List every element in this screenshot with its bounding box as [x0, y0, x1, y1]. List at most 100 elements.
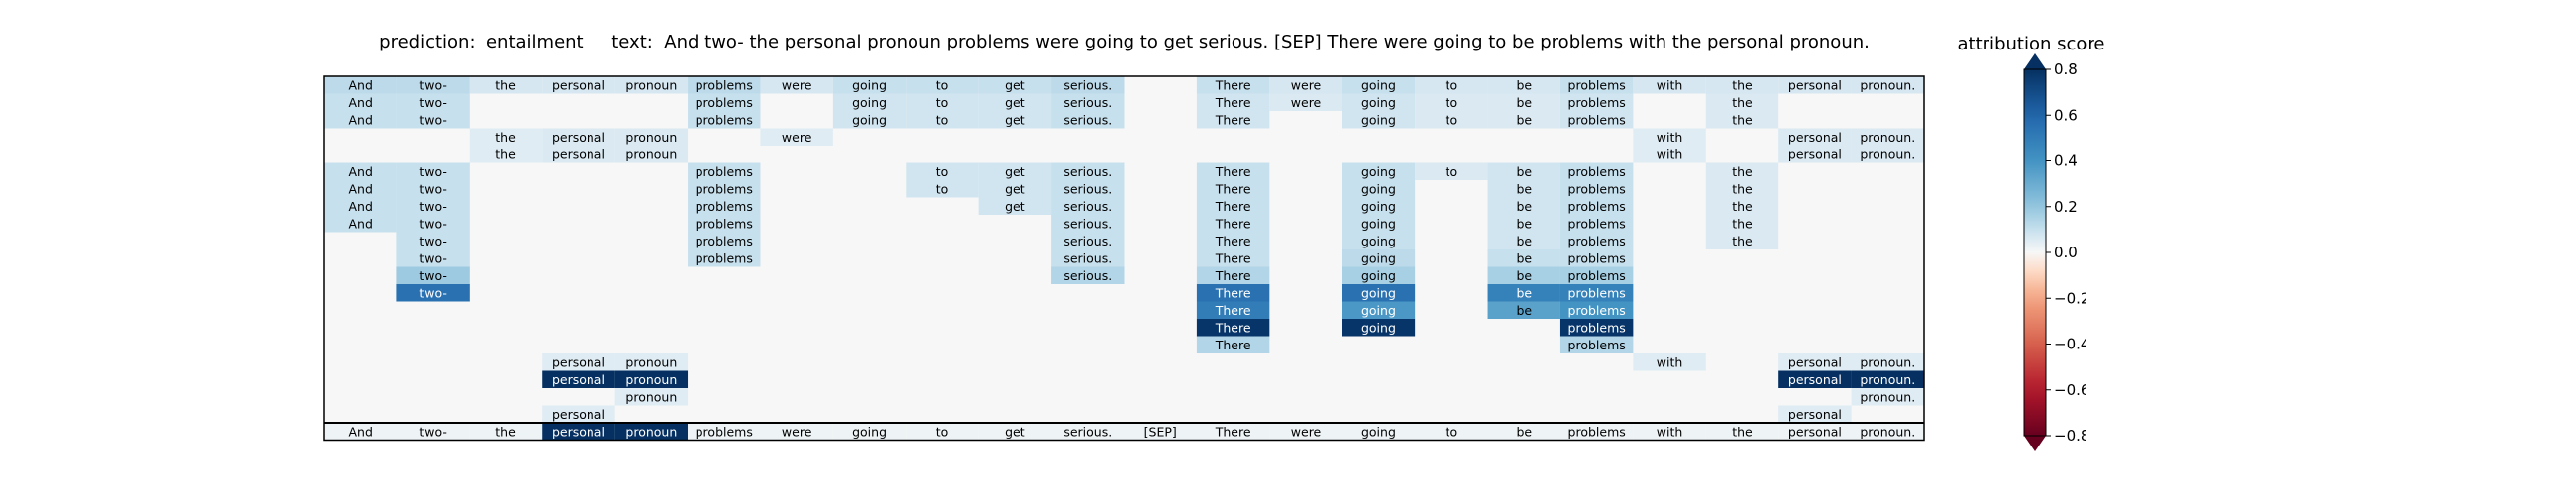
- attribution-cell: [1342, 215, 1416, 233]
- attribution-cell: [542, 405, 615, 423]
- attribution-token-label: problems: [696, 164, 753, 179]
- attribution-cell: [1051, 232, 1125, 249]
- input-token-cell: [1124, 423, 1197, 441]
- attribution-token-label: pronoun.: [1860, 77, 1915, 92]
- attribution-token-label: problems: [1568, 338, 1626, 352]
- attribution-cell: [396, 284, 470, 302]
- attribution-token-label: problems: [696, 250, 753, 265]
- attribution-token-label: There: [1215, 250, 1251, 265]
- attribution-cell: [396, 215, 470, 233]
- attribution-cell: [1559, 197, 1634, 215]
- attribution-cell: [1196, 301, 1270, 319]
- input-token-label: to: [936, 424, 949, 439]
- attribution-cell: [1778, 128, 1852, 146]
- attribution-cell: [324, 111, 397, 129]
- attribution-cell: [324, 215, 397, 233]
- input-token-label: were: [782, 424, 812, 439]
- colorbar-title: attribution score: [1957, 34, 2105, 54]
- attribution-cell: [1559, 215, 1634, 233]
- attribution-token-label: problems: [1568, 199, 1626, 214]
- colorbar-tick-label: 0.4: [2054, 152, 2078, 170]
- input-token-label: going: [852, 424, 887, 439]
- colorbar-gradient: [2024, 69, 2046, 436]
- attribution-cell: [1487, 284, 1560, 302]
- attribution-cell: [542, 76, 615, 94]
- attribution-cell: [1196, 93, 1270, 111]
- attribution-cell: [614, 128, 689, 146]
- input-token-cell: [688, 423, 761, 441]
- input-token-label: personal: [552, 424, 605, 439]
- attribution-cell: [1559, 301, 1634, 319]
- attribution-token-label: be: [1516, 303, 1532, 318]
- attribution-token-label: personal: [1788, 354, 1842, 369]
- attribution-token-label: And: [348, 95, 372, 110]
- attribution-cell: [1487, 111, 1560, 129]
- attribution-token-label: two-: [419, 164, 447, 179]
- attribution-cell: [1051, 162, 1125, 180]
- attribution-cell: [614, 76, 689, 94]
- attribution-token-label: problems: [1568, 234, 1626, 248]
- attribution-token-label: going: [1361, 112, 1396, 127]
- attribution-cell: [1051, 111, 1125, 129]
- attribution-token-label: be: [1516, 234, 1532, 248]
- attribution-cell: [1633, 128, 1706, 146]
- attribution-cell: [688, 93, 761, 111]
- attribution-token-label: There: [1215, 112, 1251, 127]
- attribution-cell: [1851, 370, 1924, 388]
- input-token-label: two-: [419, 424, 447, 439]
- attribution-token-label: be: [1516, 199, 1532, 214]
- attribution-cell: [1051, 215, 1125, 233]
- attribution-token-label: There: [1215, 181, 1251, 196]
- input-token-label: personal: [1788, 424, 1842, 439]
- attribution-token-label: personal: [1788, 147, 1842, 161]
- attribution-token-label: serious.: [1063, 95, 1112, 110]
- attribution-cell: [1705, 197, 1779, 215]
- colorbar-tick-label: 0.2: [2054, 198, 2078, 216]
- attribution-token-label: going: [852, 112, 887, 127]
- attribution-token-label: personal: [1788, 372, 1842, 387]
- attribution-token-label: problems: [1568, 285, 1626, 300]
- colorbar-tick-label: 0.6: [2054, 106, 2078, 124]
- attribution-cell: [1559, 284, 1634, 302]
- text-prefix: text:: [611, 32, 653, 52]
- attribution-cell: [688, 232, 761, 249]
- attribution-cell: [396, 76, 470, 94]
- attribution-cell: [1705, 180, 1779, 198]
- attribution-token-label: be: [1516, 112, 1532, 127]
- attribution-cell: [1487, 232, 1560, 249]
- attribution-token-label: And: [348, 216, 372, 231]
- attribution-cell: [1705, 111, 1779, 129]
- attribution-cell: [1778, 370, 1852, 388]
- input-token-cell: [1196, 423, 1270, 441]
- attribution-token-label: two-: [419, 250, 447, 265]
- attribution-cell: [1196, 266, 1270, 284]
- input-token-cell: [614, 423, 689, 441]
- input-token-cell: [1415, 423, 1488, 441]
- attribution-cell: [906, 93, 979, 111]
- attribution-token-label: the: [1732, 199, 1753, 214]
- attribution-token-label: pronoun: [625, 389, 677, 404]
- attribution-token-label: two-: [419, 268, 447, 283]
- attribution-token-label: be: [1516, 250, 1532, 265]
- input-token-cell: [1487, 423, 1560, 441]
- input-token-label: going: [1361, 424, 1396, 439]
- attribution-token-label: There: [1215, 199, 1251, 214]
- input-token-cell: [1705, 423, 1779, 441]
- colorbar: 0.8 0.6 0.4 0.2 0.0 −0.2 −0.4 −0.6 −0.8: [2023, 53, 2086, 451]
- attribution-token-label: to: [1446, 95, 1458, 110]
- attribution-cell: [614, 388, 689, 406]
- attribution-cell: [396, 180, 470, 198]
- attribution-cell: [1559, 111, 1634, 129]
- attribution-token-label: problems: [696, 199, 753, 214]
- attribution-token-label: two-: [419, 285, 447, 300]
- attribution-cell: [688, 111, 761, 129]
- attribution-cell: [688, 215, 761, 233]
- attribution-cell: [760, 128, 833, 146]
- attribution-cell: [1051, 93, 1125, 111]
- attribution-cell: [1342, 197, 1416, 215]
- attribution-token-label: the: [1732, 112, 1753, 127]
- attribution-cell: [542, 146, 615, 163]
- input-token-label: with: [1657, 424, 1683, 439]
- attribution-token-label: to: [1446, 112, 1458, 127]
- input-token-cell: [1269, 423, 1342, 441]
